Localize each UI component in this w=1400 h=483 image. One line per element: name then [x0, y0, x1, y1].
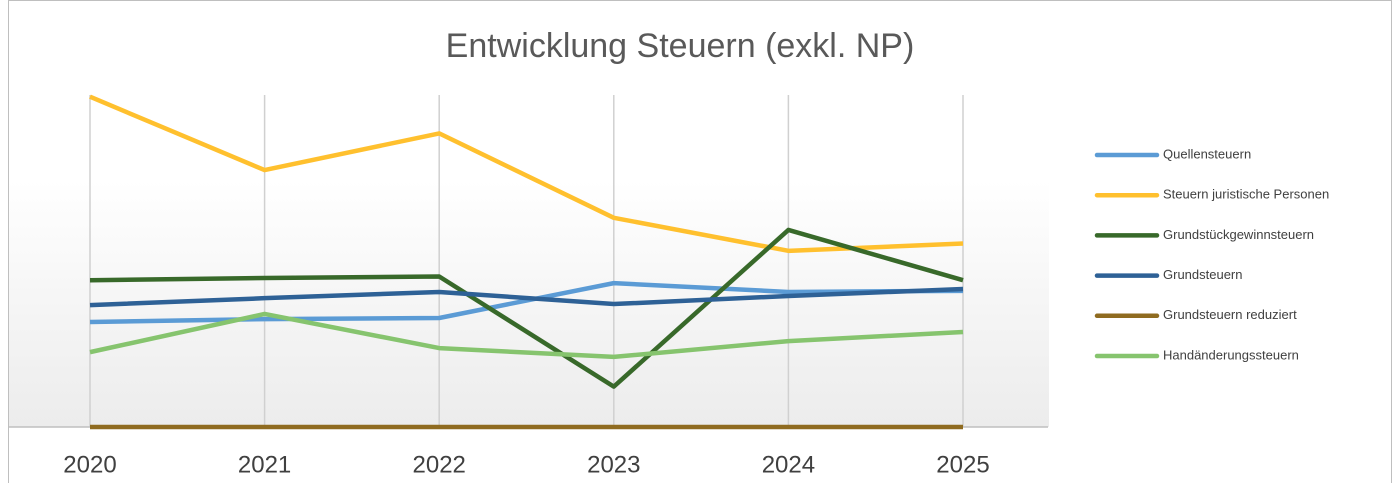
legend-label: Quellensteuern	[1163, 146, 1251, 161]
x-tick-label: 2021	[238, 451, 291, 478]
chart-title: Entwicklung Steuern (exkl. NP)	[446, 27, 915, 65]
x-tick-label: 2024	[762, 451, 815, 478]
legend-label: Grundsteuern reduziert	[1163, 307, 1297, 322]
series-line	[89, 227, 964, 389]
series-line	[89, 311, 964, 360]
series-line	[89, 94, 964, 254]
legend-label: Steuern juristische Personen	[1163, 187, 1329, 202]
x-tick-label: 2022	[413, 451, 466, 478]
x-tick-label: 2023	[587, 451, 640, 478]
legend-label: Grundstückgewinnsteuern	[1163, 227, 1314, 242]
legend-label: Grundsteuern	[1163, 267, 1243, 282]
legend-label: Handänderungssteuern	[1163, 347, 1299, 362]
series-line	[89, 286, 964, 308]
x-tick-label: 2020	[63, 451, 116, 478]
x-tick-label: 2025	[936, 451, 989, 478]
